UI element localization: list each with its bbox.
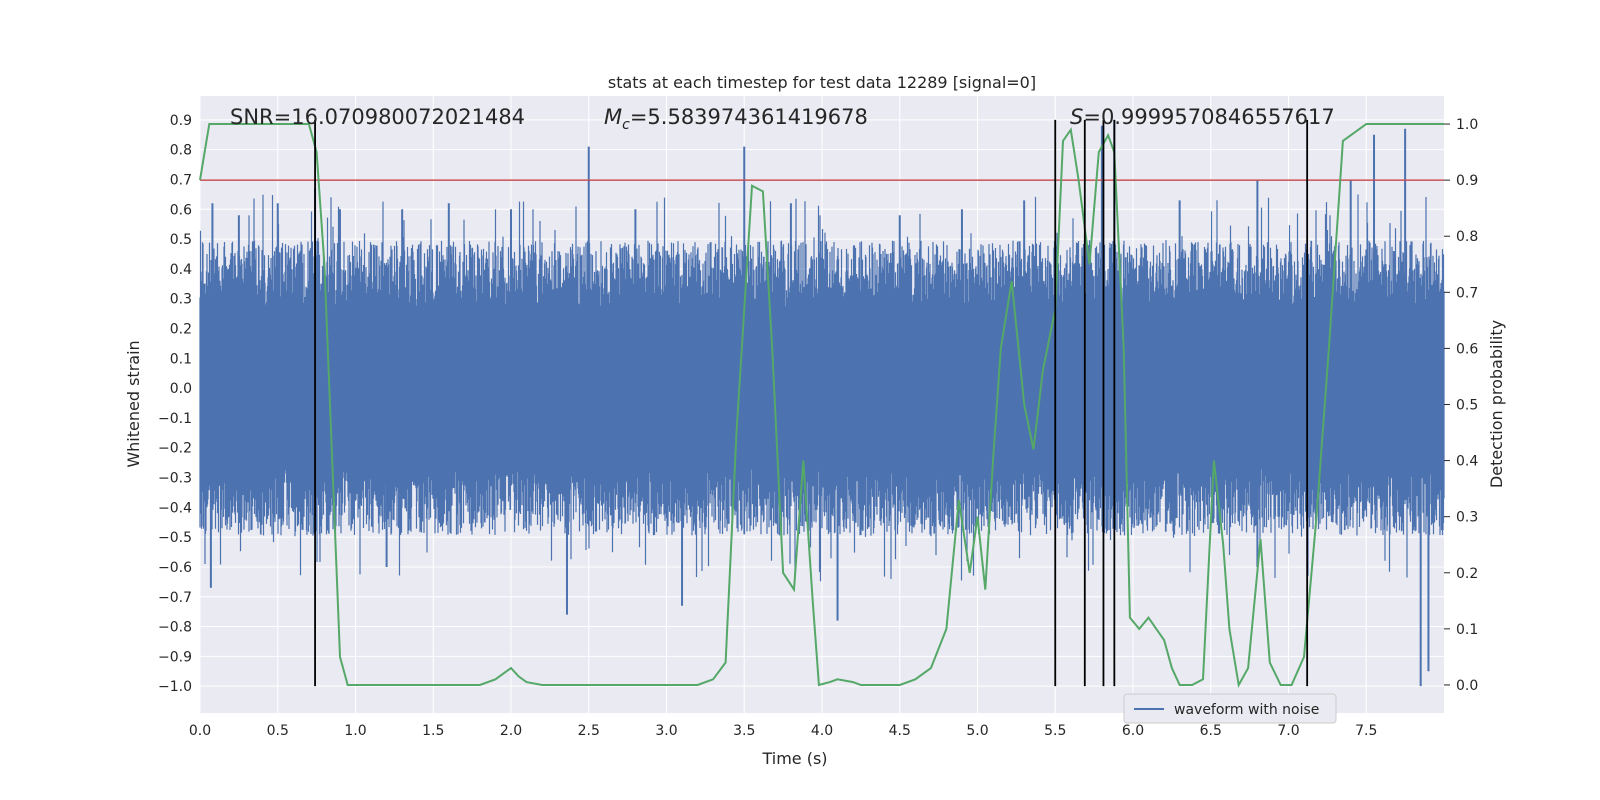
x-tick-label-13: 6.5 xyxy=(1200,723,1222,739)
y-right-tick-label-10: 0.0 xyxy=(1456,678,1478,694)
y-right-tick-label-9: 0.1 xyxy=(1456,622,1478,638)
detection-probability-line xyxy=(199,123,1444,688)
score-annotation: S=0.9999570846557617 xyxy=(1070,105,1335,129)
y-left-tick-label-18: −0.9 xyxy=(158,649,192,665)
score-symbol: S xyxy=(1070,105,1083,129)
snr-annotation: SNR=16.070980072021484 xyxy=(230,105,525,129)
y-left-tick-label-11: −0.2 xyxy=(158,441,192,457)
y-right-tick-label-1: 0.9 xyxy=(1456,173,1478,189)
y-left-tick-label-9: 0.0 xyxy=(170,381,192,397)
detection-probability-path xyxy=(199,123,1444,688)
y-left-tick-label-2: 0.7 xyxy=(170,172,192,188)
y-left-tick-label-19: −1.0 xyxy=(158,679,192,695)
y-left-axis-ticks: 0.9 0.8 0.7 0.6 0.5 0.4 0.3 0.2 0.1 0.0 −0.1 −0.2 −0… xyxy=(158,113,192,695)
x-tick-label-6: 3.0 xyxy=(655,723,677,739)
y-left-tick-label-13: −0.4 xyxy=(158,500,192,516)
y-left-tick-label-1: 0.8 xyxy=(170,143,192,159)
y-left-tick-label-3: 0.6 xyxy=(170,202,192,218)
y-left-tick-label-16: −0.7 xyxy=(158,590,192,606)
x-tick-label-14: 7.0 xyxy=(1277,723,1299,739)
y-left-tick-label-4: 0.5 xyxy=(170,232,192,248)
x-tick-label-4: 2.0 xyxy=(500,723,522,739)
y-left-tick-label-0: 0.9 xyxy=(170,113,192,129)
y-right-axis-ticks: 1.0 0.9 0.8 0.7 0.6 0.5 0.4 0.3 0.2 0.1 0.0 xyxy=(1444,117,1478,694)
chart-title: stats at each timestep for test data 122… xyxy=(608,73,1036,92)
x-tick-label-15: 7.5 xyxy=(1355,723,1377,739)
legend: waveform with noise xyxy=(1123,693,1337,724)
y-right-axis-label: Detection probability xyxy=(1487,320,1506,488)
legend-label: waveform with noise xyxy=(1174,702,1319,718)
y-left-tick-label-7: 0.2 xyxy=(170,321,192,337)
x-tick-label-8: 4.0 xyxy=(811,723,833,739)
y-right-tick-label-2: 0.8 xyxy=(1456,229,1478,245)
x-tick-label-5: 2.5 xyxy=(578,723,600,739)
y-left-tick-label-5: 0.4 xyxy=(170,262,192,278)
x-tick-label-0: 0.0 xyxy=(189,723,211,739)
y-left-tick-label-6: 0.3 xyxy=(170,292,192,308)
chirp-mass-value: =5.583974361419678 xyxy=(630,105,868,129)
x-axis-label: Time (s) xyxy=(761,749,827,768)
x-tick-label-10: 5.0 xyxy=(966,723,988,739)
legend-box xyxy=(1123,693,1337,724)
y-left-tick-label-10: −0.1 xyxy=(158,411,192,427)
waveform-with-noise xyxy=(199,119,1445,687)
score-value: =0.9999570846557617 xyxy=(1083,105,1334,129)
y-right-tick-label-6: 0.4 xyxy=(1456,454,1478,470)
y-right-tick-label-5: 0.5 xyxy=(1456,398,1478,414)
y-left-tick-label-15: −0.6 xyxy=(158,560,192,576)
x-tick-label-9: 4.5 xyxy=(889,723,911,739)
y-left-tick-label-14: −0.5 xyxy=(158,530,192,546)
chirp-mass-annotation: Mc=5.583974361419678 xyxy=(604,105,868,133)
x-axis-ticks: 0.0 0.5 1.0 1.5 2.0 2.5 3.0 3.5 4.0 4.5 5.0 5.5 6.0 6… xyxy=(189,723,1378,739)
y-left-tick-label-8: 0.1 xyxy=(170,351,192,367)
vertical-markers xyxy=(314,119,1309,687)
chirp-mass-symbol: M xyxy=(604,105,622,129)
chirp-mass-subscript: c xyxy=(622,117,630,133)
x-tick-label-7: 3.5 xyxy=(733,723,755,739)
y-left-tick-label-17: −0.8 xyxy=(158,620,192,636)
x-tick-label-12: 6.0 xyxy=(1122,723,1144,739)
x-tick-label-11: 5.5 xyxy=(1044,723,1066,739)
y-left-axis-label: Whitened strain xyxy=(124,340,143,467)
y-right-tick-label-8: 0.2 xyxy=(1456,566,1478,582)
y-left-tick-label-12: −0.3 xyxy=(158,471,192,487)
x-tick-label-3: 1.5 xyxy=(422,723,444,739)
y-right-tick-label-3: 0.7 xyxy=(1456,285,1478,301)
x-tick-label-1: 0.5 xyxy=(267,723,289,739)
y-right-tick-label-7: 0.3 xyxy=(1456,510,1478,526)
x-tick-label-2: 1.0 xyxy=(344,723,366,739)
y-right-tick-label-4: 0.6 xyxy=(1456,341,1478,357)
y-right-tick-label-0: 1.0 xyxy=(1456,117,1478,133)
